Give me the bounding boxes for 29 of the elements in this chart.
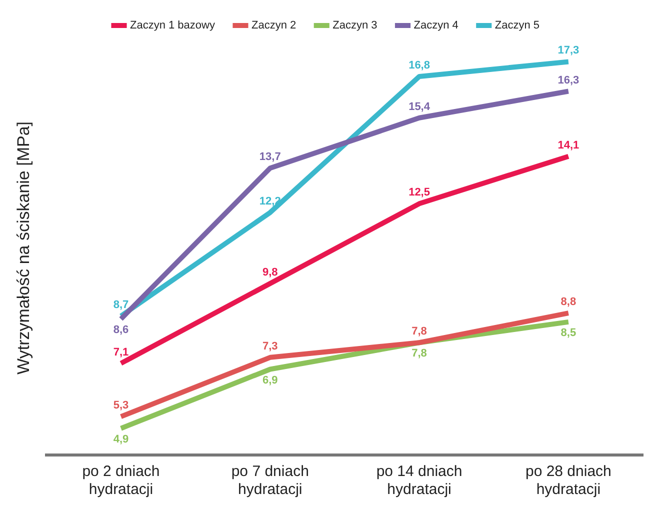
x-tick-label: po 7 dniach hydratacji	[231, 463, 309, 498]
y-axis-title: Wytrzymałość na ściskanie [MPa]	[14, 121, 33, 375]
data-label: 6,9	[262, 374, 278, 386]
data-label: 7,3	[262, 340, 278, 352]
legend-label: Zaczyn 2	[251, 20, 296, 32]
data-label: 17,3	[558, 44, 580, 57]
data-label: 7,8	[412, 326, 427, 338]
x-tick-label: po 28 dniach hydratacji	[525, 463, 612, 498]
data-label: 8,7	[113, 299, 129, 312]
data-label: 16,3	[558, 74, 580, 86]
legend-label: Zaczyn 5	[494, 20, 540, 32]
data-label: 5,3	[113, 400, 129, 412]
data-label: 16,8	[408, 60, 430, 72]
data-label: 14,1	[558, 139, 580, 152]
data-label: 9,8	[262, 266, 278, 279]
data-label: 12,5	[408, 186, 430, 199]
data-label: 7,8	[412, 348, 427, 360]
legend-label: Zaczyn 1 bazowy	[130, 20, 216, 32]
legend-label: Zaczyn 4	[414, 20, 458, 32]
data-label: 8,8	[560, 296, 576, 308]
data-label: 8,5	[560, 326, 576, 339]
data-label: 15,4	[408, 100, 431, 113]
data-label: 4,9	[113, 433, 129, 446]
data-label: 7,1	[113, 346, 129, 358]
legend-label: Zaczyn 3	[332, 20, 378, 32]
data-label: 8,6	[113, 324, 129, 336]
data-label: 13,7	[259, 151, 281, 164]
x-tick-label: po 2 dniach hydratacji	[82, 463, 160, 498]
x-tick-label: po 14 dniach hydratacji	[376, 463, 462, 498]
